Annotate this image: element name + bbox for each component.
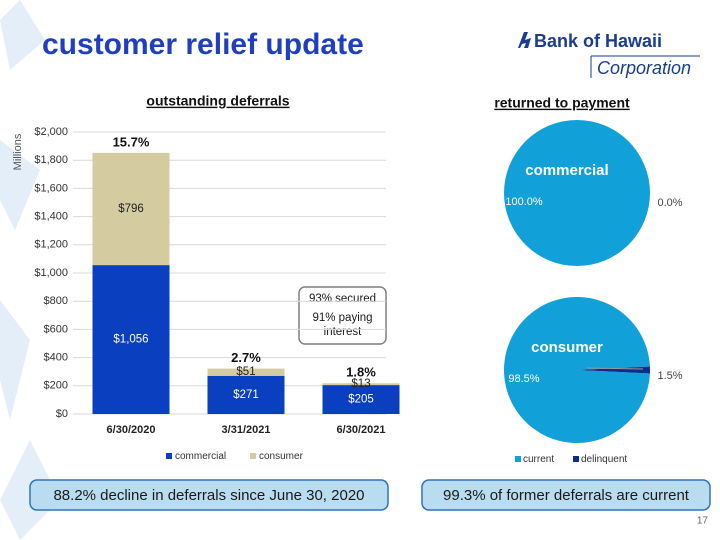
legend-label: commercial [175,451,226,462]
logo-icon [518,32,531,48]
logo-subtitle: Corporation [597,58,691,78]
data-label: 1.5% [657,370,682,382]
pie-title: commercial [525,162,608,179]
callout-line: 91% paying interest [312,312,373,338]
note: 88.2% decline in deferrals since June 30… [53,487,364,504]
logo: Bank of Hawaii Corporation [518,31,700,78]
x-tick-label: 6/30/2021 [337,424,386,436]
chart-title: returned to payment [494,95,630,111]
y-tick-label: $1,000 [34,267,68,279]
bar-segment [322,383,400,386]
page-number: 17 [697,516,709,527]
pie-title: consumer [531,339,603,356]
bar-segment [92,152,170,266]
note-box [29,479,389,511]
y-tick-label: $0 [56,408,68,420]
data-label: $271 [233,389,259,401]
data-label: 0.0% [657,197,682,209]
y-tick-label: $600 [44,323,68,335]
bar-segment [322,385,400,414]
note: 99.3% of former deferrals are current [443,487,690,504]
y-tick-label: $200 [44,380,68,392]
legend-swatch [515,456,521,462]
annotation: 2.7% [231,350,261,365]
y-tick-label: $2,000 [34,126,68,138]
legend-swatch [573,456,579,462]
leader-line [586,367,644,370]
pie-slice [503,297,650,443]
bar-segment [207,375,285,414]
slide-title: customer relief update [42,28,364,61]
callout: 93% secured 91% paying interest [308,293,377,338]
data-label: 98.5% [508,373,539,385]
data-label: $1,056 [113,334,148,346]
logo-name: Bank of Hawaii [534,31,662,51]
x-tick-label: 6/30/2020 [107,424,156,436]
data-label: $13 [351,378,370,390]
pie-slice [577,366,650,374]
legend-label: consumer [259,451,304,462]
legend-label: delinquent [581,454,627,465]
chart-title: outstanding deferrals [146,93,289,109]
x-tick-label: 3/31/2021 [222,424,271,436]
bar-segment [92,265,170,414]
note-box [421,479,711,511]
y-tick-label: $1,400 [34,211,68,223]
data-label: 100.0% [505,196,543,208]
annotation: 15.7% [113,134,150,149]
y-tick-label: $1,600 [34,182,68,194]
y-tick-label: $1,200 [34,239,68,251]
y-tick-label: $400 [44,352,68,364]
y-axis-label: Millions [12,133,24,170]
bar-segment [207,368,285,376]
data-label: $205 [348,394,374,406]
callout-line: 93% secured [308,293,377,305]
y-tick-label: $1,800 [34,154,68,166]
legend-swatch [166,453,172,459]
legend-swatch [250,453,256,459]
data-label: $51 [236,366,255,378]
y-tick-label: $800 [44,295,68,307]
annotation: 1.8% [346,365,376,380]
data-label: $796 [118,203,144,215]
legend-label: current [523,454,554,465]
